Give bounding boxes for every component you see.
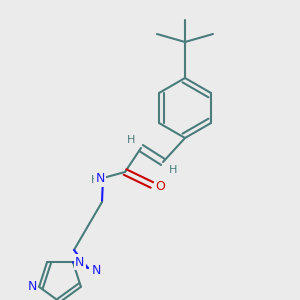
Text: H: H xyxy=(169,165,177,175)
Text: N: N xyxy=(75,256,85,269)
Text: N: N xyxy=(27,280,37,293)
Text: N: N xyxy=(95,172,105,185)
Text: O: O xyxy=(155,181,165,194)
Text: N: N xyxy=(91,263,101,277)
Text: H: H xyxy=(91,175,99,185)
Text: H: H xyxy=(127,135,135,145)
